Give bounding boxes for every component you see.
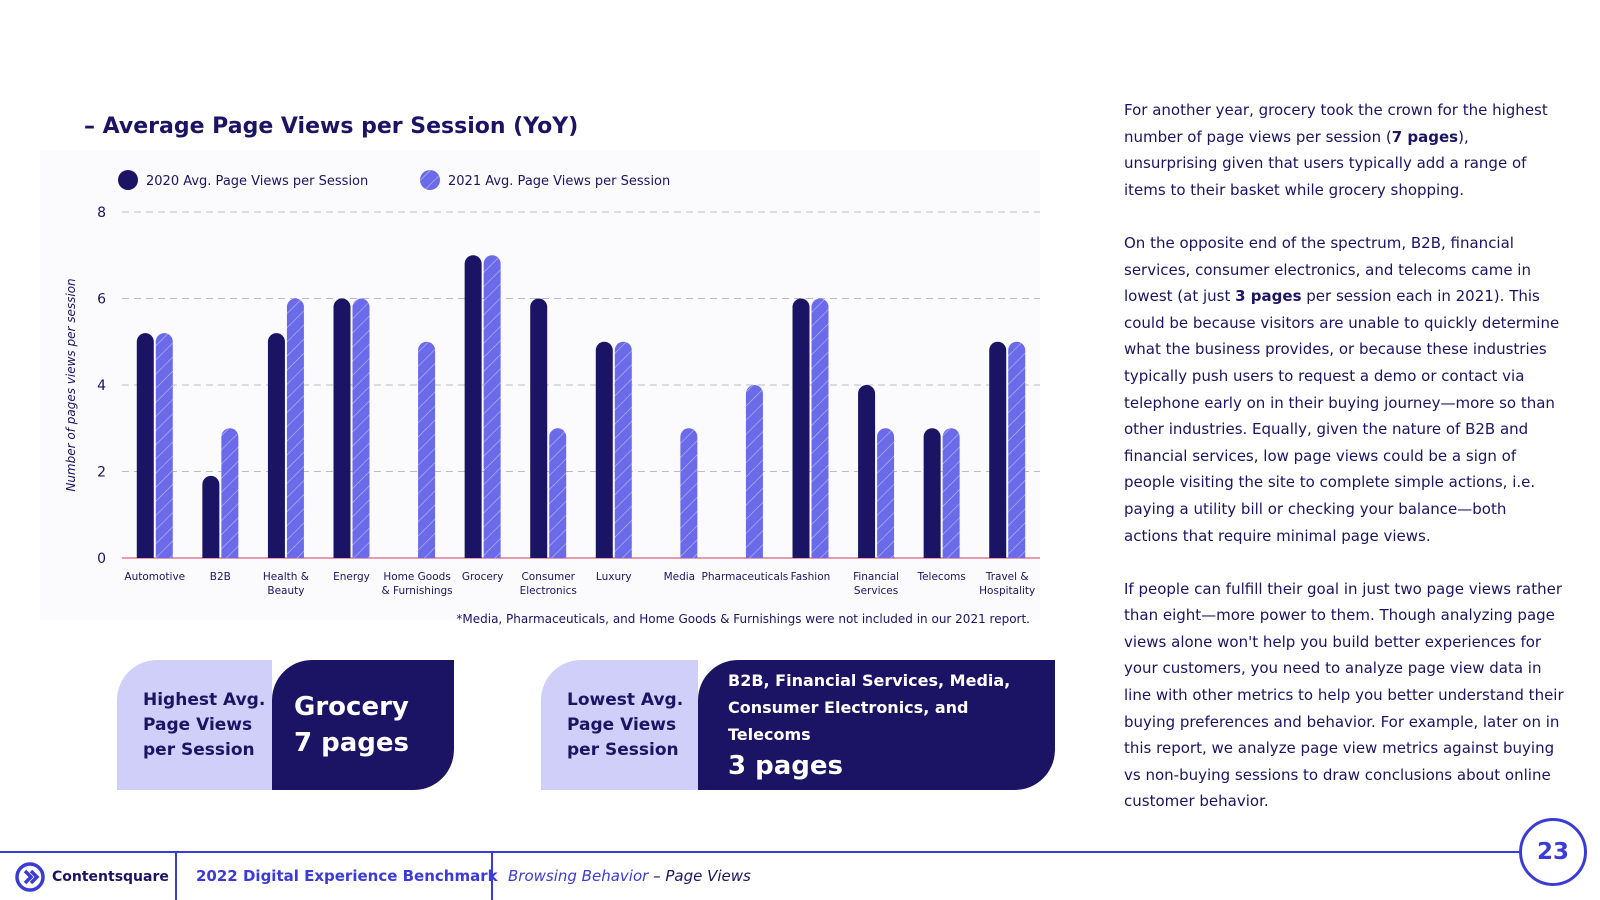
section-breadcrumb: Browsing Behavior – Page Views (508, 867, 751, 885)
bar-2021 (811, 298, 829, 558)
bar-2020 (202, 475, 220, 558)
x-tick-label: Hospitality (979, 585, 1035, 597)
x-tick-label: Health & (263, 571, 309, 583)
lowest-industries-line: Consumer Electronics, and Telecoms (728, 697, 969, 744)
legend-marker (118, 170, 138, 190)
highest-pages: 7 pages (294, 728, 410, 758)
x-tick-label: B2B (210, 571, 231, 583)
subsection-name: – Page Views (648, 867, 751, 885)
bar-2021 (1008, 341, 1026, 558)
bar-2021 (286, 298, 304, 558)
text-emphasis: 3 pages (1235, 287, 1302, 306)
x-tick-label: Grocery (462, 571, 503, 583)
legend-label: 2020 Avg. Page Views per Session (146, 174, 368, 189)
page-number: 23 (1519, 818, 1587, 886)
x-tick-label: Automotive (124, 571, 185, 583)
bar-2020 (267, 333, 285, 558)
y-tick-label: 6 (97, 292, 106, 308)
x-tick-label: Energy (333, 571, 370, 583)
chart-title: – Average Page Views per Session (YoY) (84, 114, 579, 139)
bar-2020 (333, 298, 351, 558)
bar-2020 (792, 298, 810, 558)
label-line: per Session (143, 739, 255, 760)
contentsquare-logo-icon (15, 862, 45, 892)
highest-callout: Highest Avg. Page Views per Session Groc… (117, 660, 454, 790)
bar-2021 (418, 341, 436, 558)
bar-2021 (680, 428, 698, 558)
x-tick-label: Services (854, 585, 898, 597)
bar-2021 (549, 428, 567, 558)
paragraph: On the opposite end of the spectrum, B2B… (1124, 230, 1564, 549)
chart-footnote: *Media, Pharmaceuticals, and Home Goods … (456, 612, 1030, 626)
y-tick-label: 4 (97, 378, 106, 394)
bar-2021 (942, 428, 960, 558)
label-line: Highest Avg. (143, 689, 266, 710)
paragraph: For another year, grocery took the crown… (1124, 97, 1564, 203)
highest-callout-label: Highest Avg. Page Views per Session (117, 660, 272, 790)
legend-label: 2021 Avg. Page Views per Session (448, 174, 670, 189)
x-tick-label: Beauty (267, 585, 304, 597)
section-name: Browsing Behavior (508, 867, 649, 885)
x-tick-label: Home Goods (383, 571, 450, 583)
footer: Contentsquare 2022 Digital Experience Be… (0, 853, 1500, 900)
highest-industry: Grocery (294, 692, 409, 722)
bar-2021 (221, 428, 239, 558)
bar-2020 (989, 341, 1007, 558)
lowest-industries-line: B2B, Financial Services, Media, (728, 670, 1011, 690)
lowest-callout-value: B2B, Financial Services, Media, Consumer… (698, 660, 1055, 790)
label-line: Lowest Avg. (567, 689, 684, 710)
lowest-callout-label: Lowest Avg. Page Views per Session (541, 660, 698, 790)
brand-name: Contentsquare (52, 869, 169, 885)
footer-rule (0, 851, 1520, 853)
bar-2021 (877, 428, 895, 558)
x-tick-label: Luxury (596, 571, 632, 583)
bar-chart: 2020 Avg. Page Views per Session 2021 Avg… (64, 170, 1040, 597)
y-axis-label: Number of pages views per session (64, 278, 78, 491)
bar-2020 (923, 428, 941, 558)
lowest-pages: 3 pages (728, 750, 844, 781)
x-tick-label: Financial (853, 571, 899, 583)
text-run: per session each in 2021). This could be… (1124, 287, 1560, 545)
x-tick-label: Electronics (520, 585, 577, 597)
paragraph: If people can fulfill their goal in just… (1124, 579, 1564, 811)
label-line: per Session (567, 739, 679, 760)
y-tick-label: 8 (97, 205, 106, 221)
x-tick-label: Fashion (791, 571, 831, 583)
bar-2020 (595, 341, 613, 558)
bar-2021 (745, 385, 763, 558)
text-run: For another year, grocery took the crown… (1124, 101, 1548, 146)
footer-divider (175, 853, 177, 900)
footer-divider (491, 853, 493, 900)
bar-2021 (155, 333, 173, 558)
text-run: ), unsurprising given that users typical… (1124, 127, 1527, 199)
x-tick-label: Media (664, 571, 696, 583)
label-line: Page Views (143, 714, 253, 735)
brand-logo[interactable]: Contentsquare (14, 861, 169, 893)
x-tick-label: Telecoms (916, 571, 965, 583)
lowest-callout: Lowest Avg. Page Views per Session B2B, … (541, 660, 1055, 790)
x-tick-label: & Furnishings (381, 585, 452, 597)
label-line: Page Views (567, 714, 677, 735)
text-run: On the opposite end of the spectrum, B2B… (1124, 233, 1531, 306)
bar-2020 (136, 333, 154, 558)
x-tick-label: Pharmaceuticals (702, 571, 789, 583)
bar-2021 (352, 298, 370, 558)
y-tick-label: 2 (97, 465, 106, 481)
report-title: 2022 Digital Experience Benchmark (196, 867, 498, 885)
bar-2020 (464, 255, 482, 558)
bar-2020 (530, 298, 548, 558)
body-text: For another year, grocery took the crown… (1124, 97, 1564, 842)
x-tick-label: Consumer (521, 571, 575, 583)
x-tick-label: Travel & (985, 571, 1029, 583)
bar-2021 (483, 255, 501, 558)
y-tick-label: 0 (97, 551, 106, 567)
bar-2021 (614, 341, 632, 558)
chart-panel: 2020 Avg. Page Views per Session 2021 Avg… (40, 150, 1040, 620)
highest-callout-value: Grocery 7 pages (272, 660, 454, 790)
legend-marker (420, 170, 440, 190)
text-emphasis: 7 pages (1391, 127, 1459, 146)
bar-2020 (858, 385, 876, 558)
